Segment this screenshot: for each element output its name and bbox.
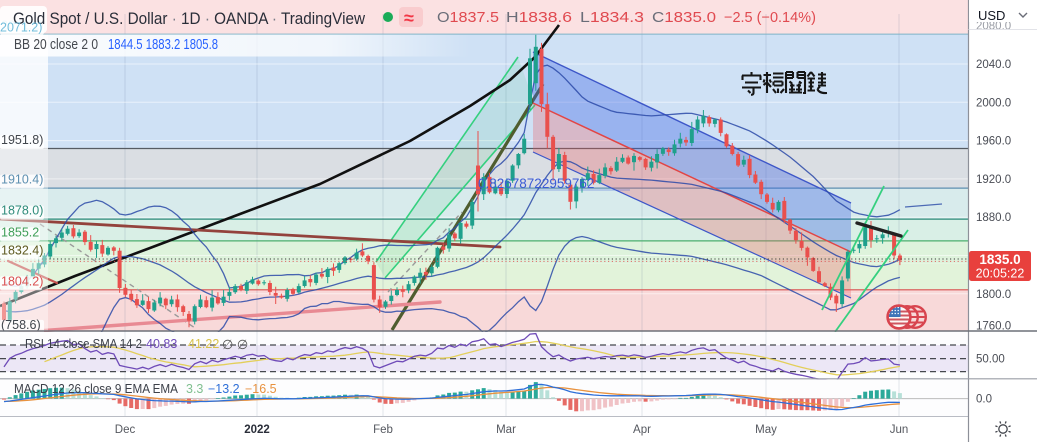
svg-text:BB 20 close 2 0: BB 20 close 2 0 — [14, 37, 98, 53]
svg-text:2071.2): 2071.2) — [0, 21, 42, 35]
svg-text:1951.8): 1951.8) — [1, 133, 43, 147]
svg-text:−13.2: −13.2 — [208, 382, 240, 396]
svg-text:May: May — [755, 424, 777, 436]
svg-text:3.3: 3.3 — [186, 382, 203, 396]
svg-text:RSI 14 close SMA 14 2: RSI 14 close SMA 14 2 — [25, 337, 142, 351]
svg-text:1800.0: 1800.0 — [976, 289, 1011, 301]
svg-text:20:05:22: 20:05:22 — [976, 267, 1025, 281]
svg-text:USD: USD — [978, 8, 1005, 23]
svg-text:∅ ∅: ∅ ∅ — [222, 337, 248, 352]
svg-text:0.0: 0.0 — [976, 394, 992, 406]
svg-text:1878.0): 1878.0) — [1, 204, 43, 218]
svg-text:Jun: Jun — [890, 424, 909, 436]
svg-text:50.00: 50.00 — [976, 354, 1005, 366]
svg-text:≈: ≈ — [404, 8, 414, 28]
svg-text:−16.5: −16.5 — [245, 382, 277, 396]
svg-text:Dec: Dec — [115, 424, 136, 436]
svg-text:−2.5 (−0.14%): −2.5 (−0.14%) — [724, 10, 816, 26]
svg-text:0.82678722959762: 0.82678722959762 — [478, 176, 594, 191]
svg-text:MACD 12 26 close 9 EMA EMA: MACD 12 26 close 9 EMA EMA — [14, 382, 179, 396]
svg-text:2040.0: 2040.0 — [976, 59, 1011, 71]
svg-text:2000.0: 2000.0 — [976, 97, 1011, 109]
svg-text:1760.0: 1760.0 — [976, 321, 1011, 333]
svg-text:Gold Spot / U.S. Dollar · 1D ·: Gold Spot / U.S. Dollar · 1D · OANDA · T… — [13, 9, 366, 28]
svg-text:Mar: Mar — [496, 424, 516, 436]
svg-text:(758.6): (758.6) — [1, 318, 41, 332]
svg-text:1855.2: 1855.2 — [1, 225, 39, 239]
svg-text:1844.5 1883.2 1805.8: 1844.5 1883.2 1805.8 — [108, 37, 218, 53]
svg-text:1835.0: 1835.0 — [979, 252, 1020, 267]
svg-text:1880.0: 1880.0 — [976, 212, 1011, 224]
svg-text:1920.0: 1920.0 — [976, 174, 1011, 186]
svg-text:2022: 2022 — [244, 424, 270, 436]
svg-text:Feb: Feb — [373, 424, 393, 436]
svg-text:1804.2): 1804.2) — [1, 274, 43, 288]
svg-text:O1837.5: O1837.5 — [437, 10, 499, 26]
svg-text:1832.4): 1832.4) — [1, 244, 43, 258]
svg-text:1960.0: 1960.0 — [976, 136, 1011, 148]
svg-text:Apr: Apr — [633, 424, 651, 436]
svg-text:41.22: 41.22 — [188, 337, 219, 351]
svg-text:1910.4): 1910.4) — [1, 173, 43, 187]
svg-text:40.83: 40.83 — [146, 337, 177, 351]
